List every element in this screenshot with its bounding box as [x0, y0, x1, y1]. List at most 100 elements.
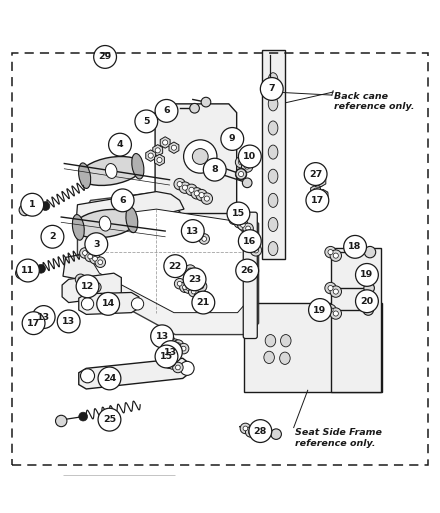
Circle shape	[242, 239, 247, 244]
Polygon shape	[62, 273, 121, 303]
Circle shape	[90, 253, 100, 264]
Circle shape	[193, 280, 198, 285]
Circle shape	[238, 145, 261, 168]
Circle shape	[238, 220, 248, 230]
Circle shape	[238, 230, 261, 252]
Text: 9: 9	[229, 134, 235, 144]
Ellipse shape	[132, 153, 144, 179]
Circle shape	[167, 339, 172, 343]
Circle shape	[306, 189, 329, 212]
Circle shape	[246, 226, 250, 231]
Circle shape	[315, 179, 321, 184]
Text: 2: 2	[49, 232, 56, 241]
Circle shape	[264, 84, 278, 97]
Circle shape	[93, 256, 97, 261]
Polygon shape	[160, 137, 170, 148]
Circle shape	[15, 267, 27, 279]
Polygon shape	[43, 313, 53, 325]
Text: 4: 4	[117, 140, 123, 149]
Circle shape	[183, 283, 194, 293]
Circle shape	[189, 187, 194, 192]
Text: 12: 12	[81, 282, 94, 291]
Circle shape	[94, 46, 117, 68]
Circle shape	[150, 325, 173, 348]
Circle shape	[155, 345, 178, 368]
Circle shape	[55, 416, 67, 427]
Circle shape	[232, 217, 236, 222]
Circle shape	[45, 316, 51, 321]
Text: 13: 13	[186, 227, 199, 235]
Text: 18: 18	[348, 242, 362, 251]
Circle shape	[182, 185, 187, 190]
Circle shape	[98, 367, 121, 390]
Circle shape	[237, 221, 242, 225]
Circle shape	[84, 281, 88, 285]
Circle shape	[253, 248, 259, 253]
Circle shape	[185, 224, 195, 234]
Circle shape	[203, 295, 208, 300]
Circle shape	[135, 110, 158, 133]
Circle shape	[227, 202, 250, 225]
Circle shape	[176, 343, 181, 347]
Circle shape	[248, 429, 253, 435]
Circle shape	[163, 140, 168, 145]
Circle shape	[330, 286, 341, 298]
Circle shape	[250, 245, 262, 256]
Circle shape	[235, 156, 247, 168]
Circle shape	[174, 179, 185, 190]
Circle shape	[193, 271, 198, 277]
Polygon shape	[155, 104, 237, 213]
Text: 17: 17	[27, 319, 40, 328]
Circle shape	[318, 179, 323, 184]
Ellipse shape	[268, 193, 278, 207]
Text: 3: 3	[93, 240, 99, 249]
Circle shape	[245, 164, 250, 169]
Circle shape	[83, 251, 87, 255]
Text: Seat Side Frame
reference only.: Seat Side Frame reference only.	[294, 428, 381, 448]
Circle shape	[193, 230, 198, 235]
Circle shape	[16, 259, 39, 282]
Circle shape	[197, 233, 202, 238]
Circle shape	[238, 160, 244, 165]
Circle shape	[307, 171, 319, 184]
Circle shape	[109, 133, 132, 156]
Circle shape	[158, 354, 169, 365]
Circle shape	[177, 182, 182, 187]
Circle shape	[194, 191, 199, 196]
Ellipse shape	[99, 216, 111, 231]
Text: 27: 27	[309, 169, 322, 179]
Text: 17: 17	[311, 196, 324, 205]
Circle shape	[95, 257, 106, 267]
Text: 26: 26	[241, 266, 254, 275]
Polygon shape	[79, 292, 139, 314]
Text: 25: 25	[103, 415, 116, 424]
Text: 14: 14	[102, 300, 115, 308]
Circle shape	[57, 310, 80, 333]
Circle shape	[85, 279, 96, 289]
Circle shape	[171, 145, 176, 150]
Text: 6: 6	[163, 106, 170, 115]
Circle shape	[88, 254, 92, 259]
Polygon shape	[316, 175, 326, 187]
Text: 24: 24	[103, 374, 116, 383]
Polygon shape	[79, 358, 188, 389]
Circle shape	[41, 202, 50, 210]
Ellipse shape	[126, 207, 138, 233]
Circle shape	[364, 283, 374, 293]
Ellipse shape	[78, 163, 91, 188]
Circle shape	[155, 148, 160, 153]
Circle shape	[238, 235, 250, 247]
Circle shape	[98, 260, 103, 265]
Ellipse shape	[72, 214, 84, 240]
Circle shape	[183, 268, 206, 291]
Text: 21: 21	[197, 298, 210, 307]
Text: 13: 13	[164, 348, 177, 357]
Circle shape	[243, 426, 248, 431]
Circle shape	[191, 188, 202, 199]
Circle shape	[246, 427, 256, 437]
Circle shape	[333, 311, 338, 316]
Polygon shape	[77, 191, 259, 334]
Circle shape	[196, 189, 207, 201]
Circle shape	[170, 362, 175, 366]
Circle shape	[181, 220, 204, 243]
